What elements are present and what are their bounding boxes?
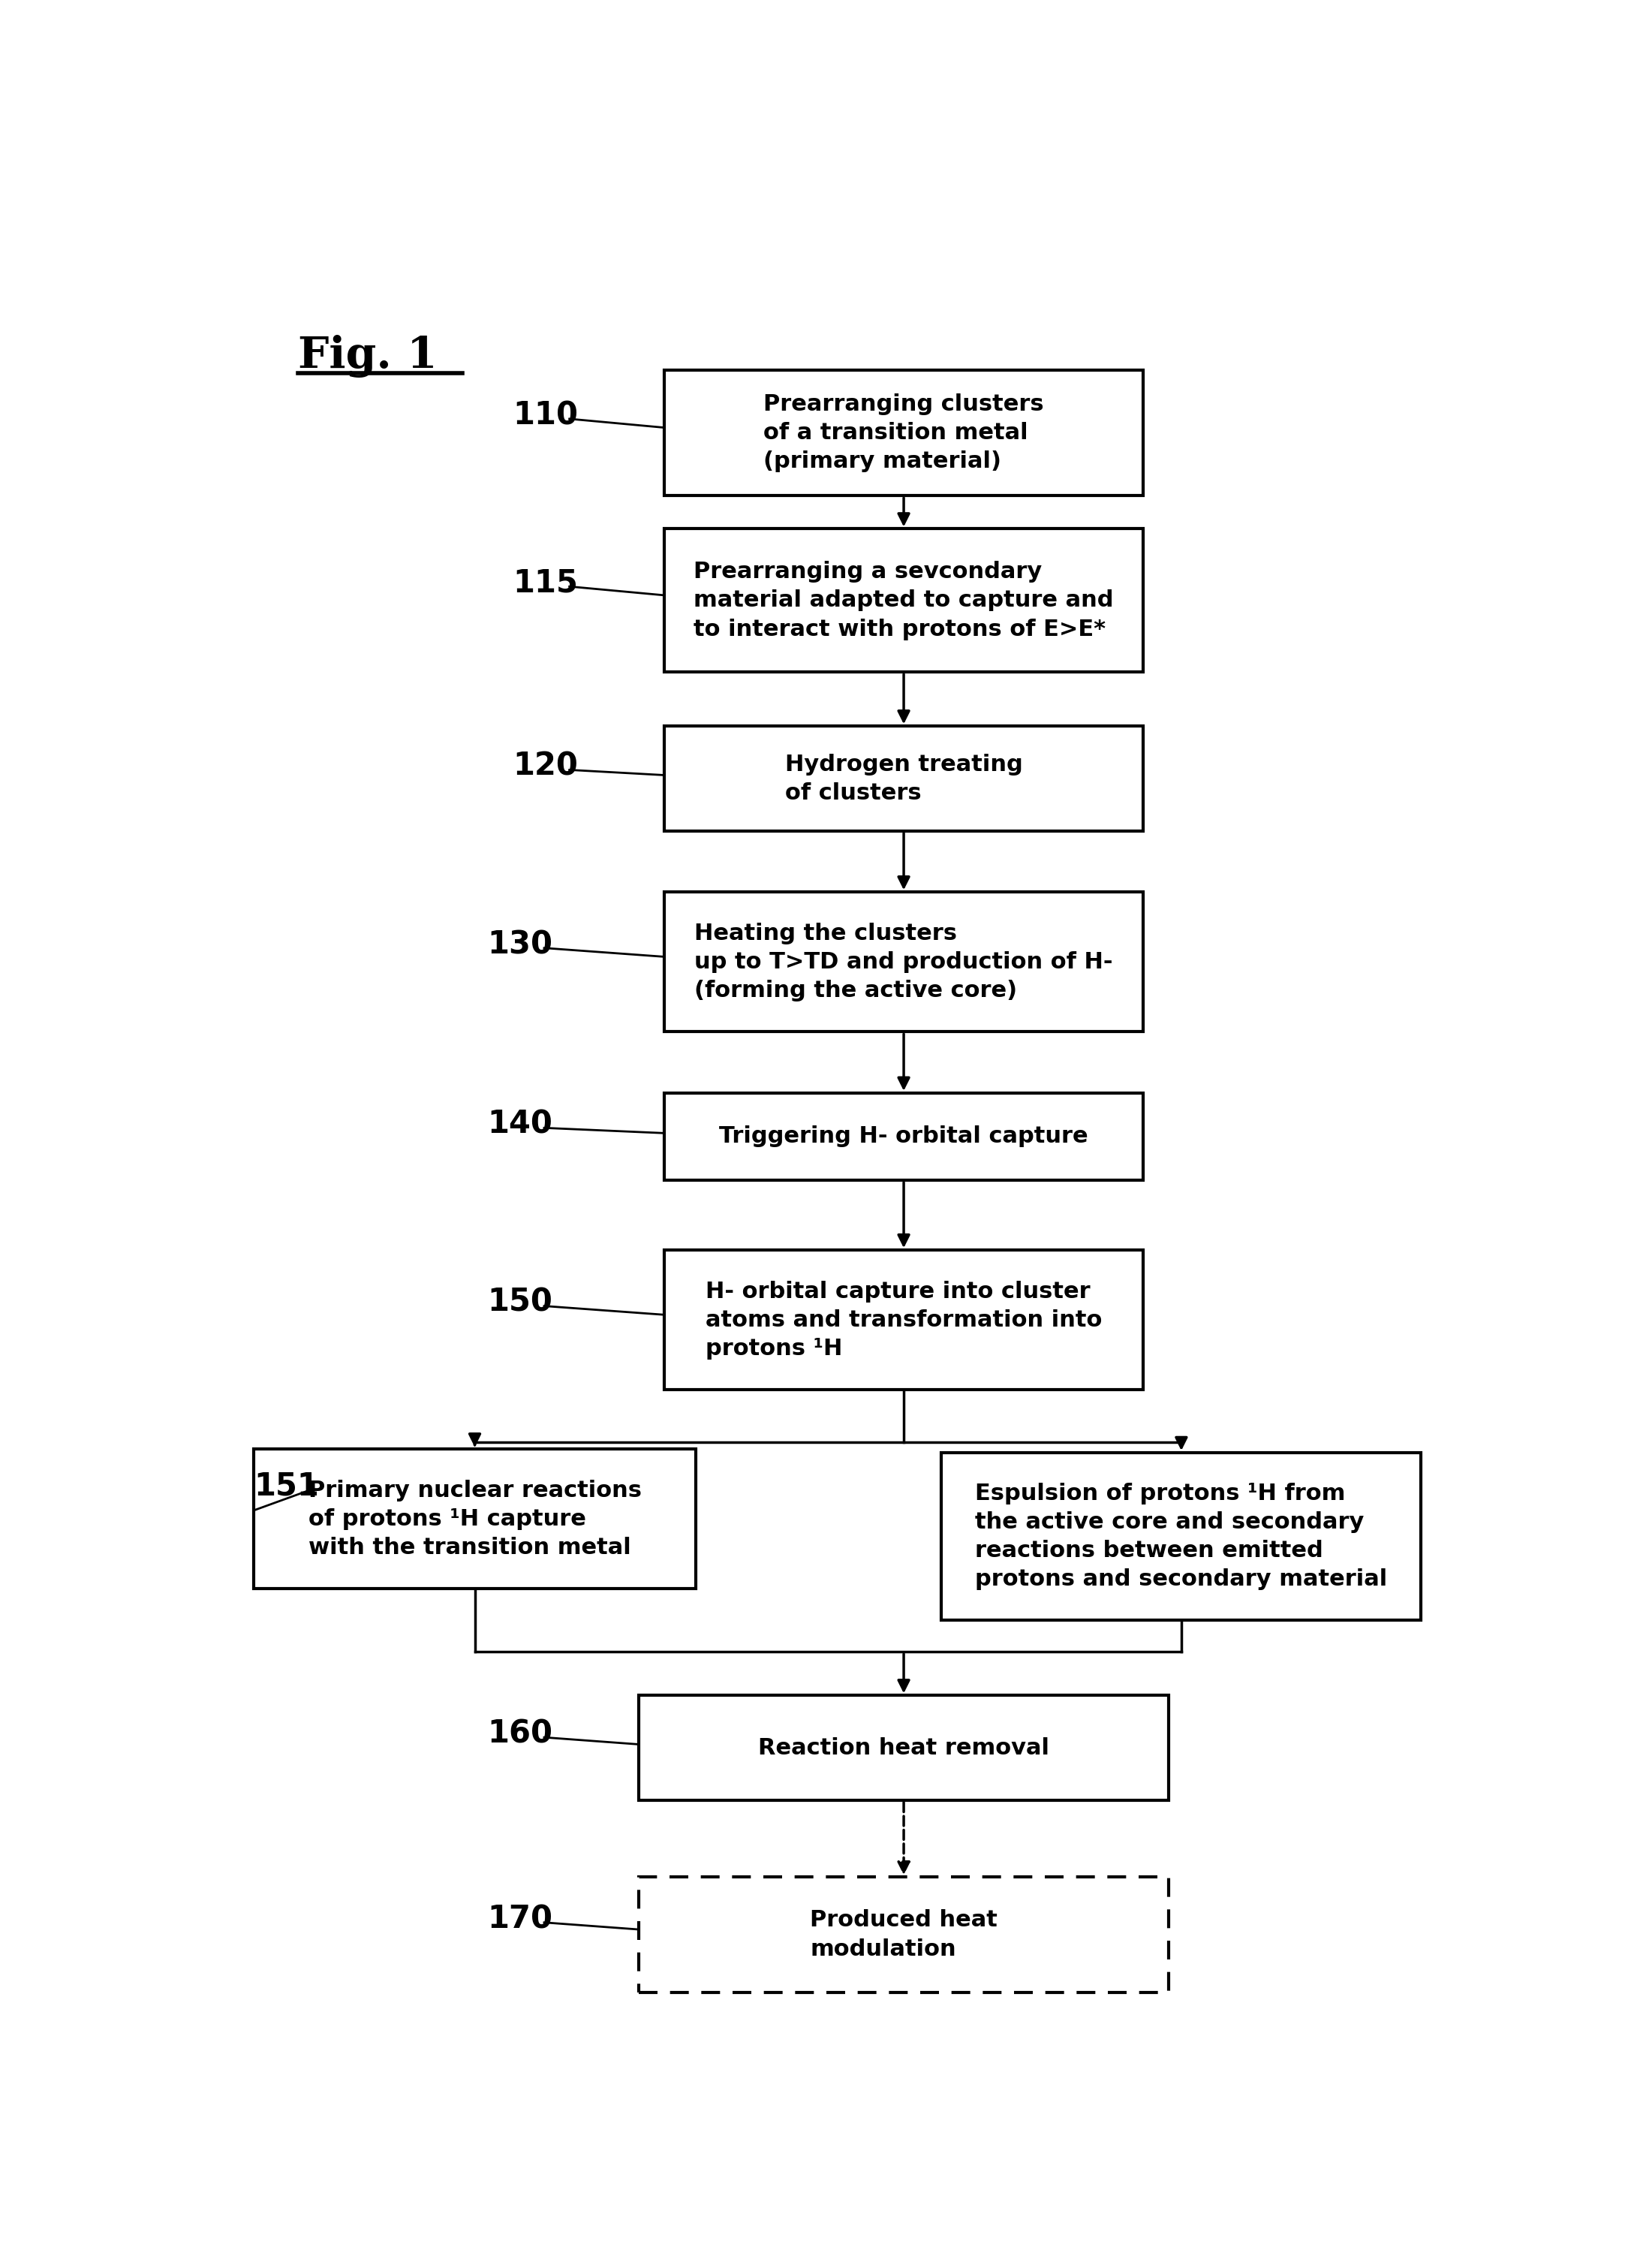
Text: 120: 120 — [513, 751, 578, 782]
Bar — [664, 370, 1143, 497]
Text: Reaction heat removal: Reaction heat removal — [759, 1737, 1050, 1758]
Text: H- orbital capture into cluster
atoms and transformation into
protons ¹H: H- orbital capture into cluster atoms an… — [705, 1281, 1102, 1359]
Text: 115: 115 — [513, 567, 578, 599]
Text: Hydrogen treating
of clusters: Hydrogen treating of clusters — [785, 753, 1022, 803]
Bar — [254, 1449, 695, 1590]
Text: Prearranging clusters
of a transition metal
(primary material): Prearranging clusters of a transition me… — [764, 392, 1044, 472]
Text: Espulsion of protons ¹H from
the active core and secondary
reactions between emi: Espulsion of protons ¹H from the active … — [975, 1483, 1387, 1590]
Text: 151: 151 — [254, 1470, 319, 1501]
Text: Heating the clusters
up to T>TD and production of H-
(forming the active core): Heating the clusters up to T>TD and prod… — [695, 923, 1114, 1002]
Text: 150: 150 — [487, 1286, 552, 1318]
Text: Primary nuclear reactions
of protons ¹H capture
with the transition metal: Primary nuclear reactions of protons ¹H … — [308, 1479, 641, 1558]
Text: 160: 160 — [487, 1719, 552, 1749]
Bar — [941, 1454, 1421, 1619]
Text: Prearranging a sevcondary
material adapted to capture and
to interact with proto: Prearranging a sevcondary material adapt… — [694, 560, 1114, 640]
Text: 110: 110 — [513, 399, 578, 431]
Text: Produced heat
modulation: Produced heat modulation — [811, 1910, 998, 1960]
Bar — [638, 1696, 1169, 1801]
Text: 170: 170 — [487, 1903, 552, 1935]
Bar — [664, 1093, 1143, 1179]
Bar — [664, 726, 1143, 830]
Bar — [664, 528, 1143, 671]
Bar — [664, 1250, 1143, 1390]
Text: 130: 130 — [487, 928, 552, 959]
Text: Fig. 1: Fig. 1 — [298, 336, 438, 379]
Text: Triggering H- orbital capture: Triggering H- orbital capture — [720, 1125, 1088, 1148]
Bar — [664, 891, 1143, 1032]
Bar — [638, 1878, 1169, 1991]
Text: 140: 140 — [487, 1109, 552, 1141]
